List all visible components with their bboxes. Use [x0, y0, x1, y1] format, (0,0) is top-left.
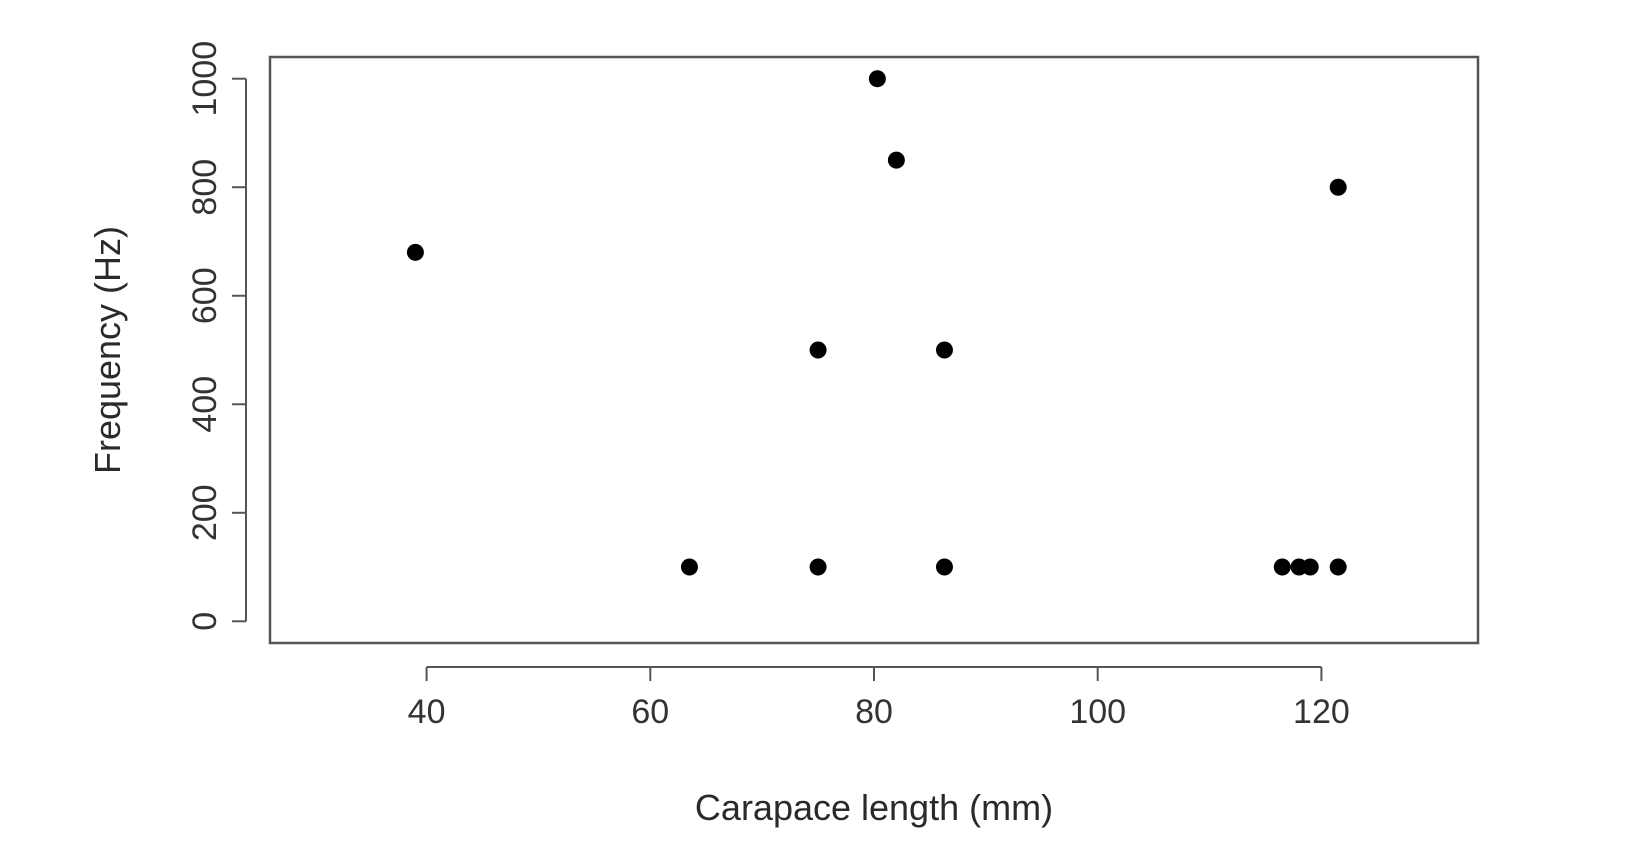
y-axis-title: Frequency (Hz) — [87, 226, 128, 474]
data-point — [680, 558, 698, 576]
x-tick-label: 40 — [408, 693, 446, 731]
data-point — [1273, 558, 1291, 576]
y-tick-label: 1000 — [186, 41, 224, 117]
data-point — [1301, 558, 1319, 576]
x-tick-label: 120 — [1293, 693, 1350, 731]
data-point — [1329, 558, 1347, 576]
data-point — [809, 341, 827, 359]
data-points — [406, 70, 1347, 576]
y-tick-label: 200 — [186, 484, 224, 541]
data-point — [809, 558, 827, 576]
y-tick-label: 600 — [186, 267, 224, 324]
data-point — [1329, 178, 1347, 196]
plot-frame — [268, 55, 1480, 645]
y-axis: 0 200 400 600 800 1000 — [186, 41, 247, 631]
data-point — [935, 341, 953, 359]
y-tick-label: 0 — [186, 612, 224, 631]
data-point — [406, 243, 424, 261]
x-tick-label: 60 — [631, 693, 669, 731]
y-tick-label: 400 — [186, 376, 224, 433]
data-point — [887, 151, 905, 169]
x-axis-title: Carapace length (mm) — [695, 787, 1053, 828]
x-tick-label: 80 — [855, 693, 893, 731]
x-axis: 40 60 80 100 120 — [408, 666, 1350, 731]
x-tick-label: 100 — [1069, 693, 1126, 731]
y-tick-label: 800 — [186, 159, 224, 216]
data-point — [935, 558, 953, 576]
data-point — [868, 70, 886, 88]
